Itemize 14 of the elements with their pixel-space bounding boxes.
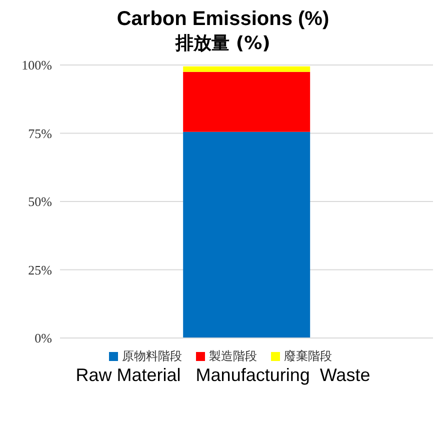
y-tick-label: 100%	[22, 58, 52, 73]
bar	[183, 66, 310, 72]
text: Raw Material Manufacturing Waste	[74, 365, 372, 386]
y-tick-label: 50%	[28, 194, 52, 210]
y-tick-label: 0%	[34, 330, 52, 346]
y-tick-label: 75%	[28, 126, 52, 141]
bar	[183, 72, 310, 132]
legend-label: 原物料階段	[121, 348, 182, 365]
chart-subtitle: 排放量 (%)	[174, 32, 272, 55]
y-tick-label: 25%	[28, 262, 52, 278]
bar	[183, 132, 310, 338]
legend-label: 製造階段	[208, 348, 257, 365]
legend-label: 廢棄階段	[283, 348, 332, 365]
chart-title: Carbon Emissions (%)	[116, 8, 330, 31]
